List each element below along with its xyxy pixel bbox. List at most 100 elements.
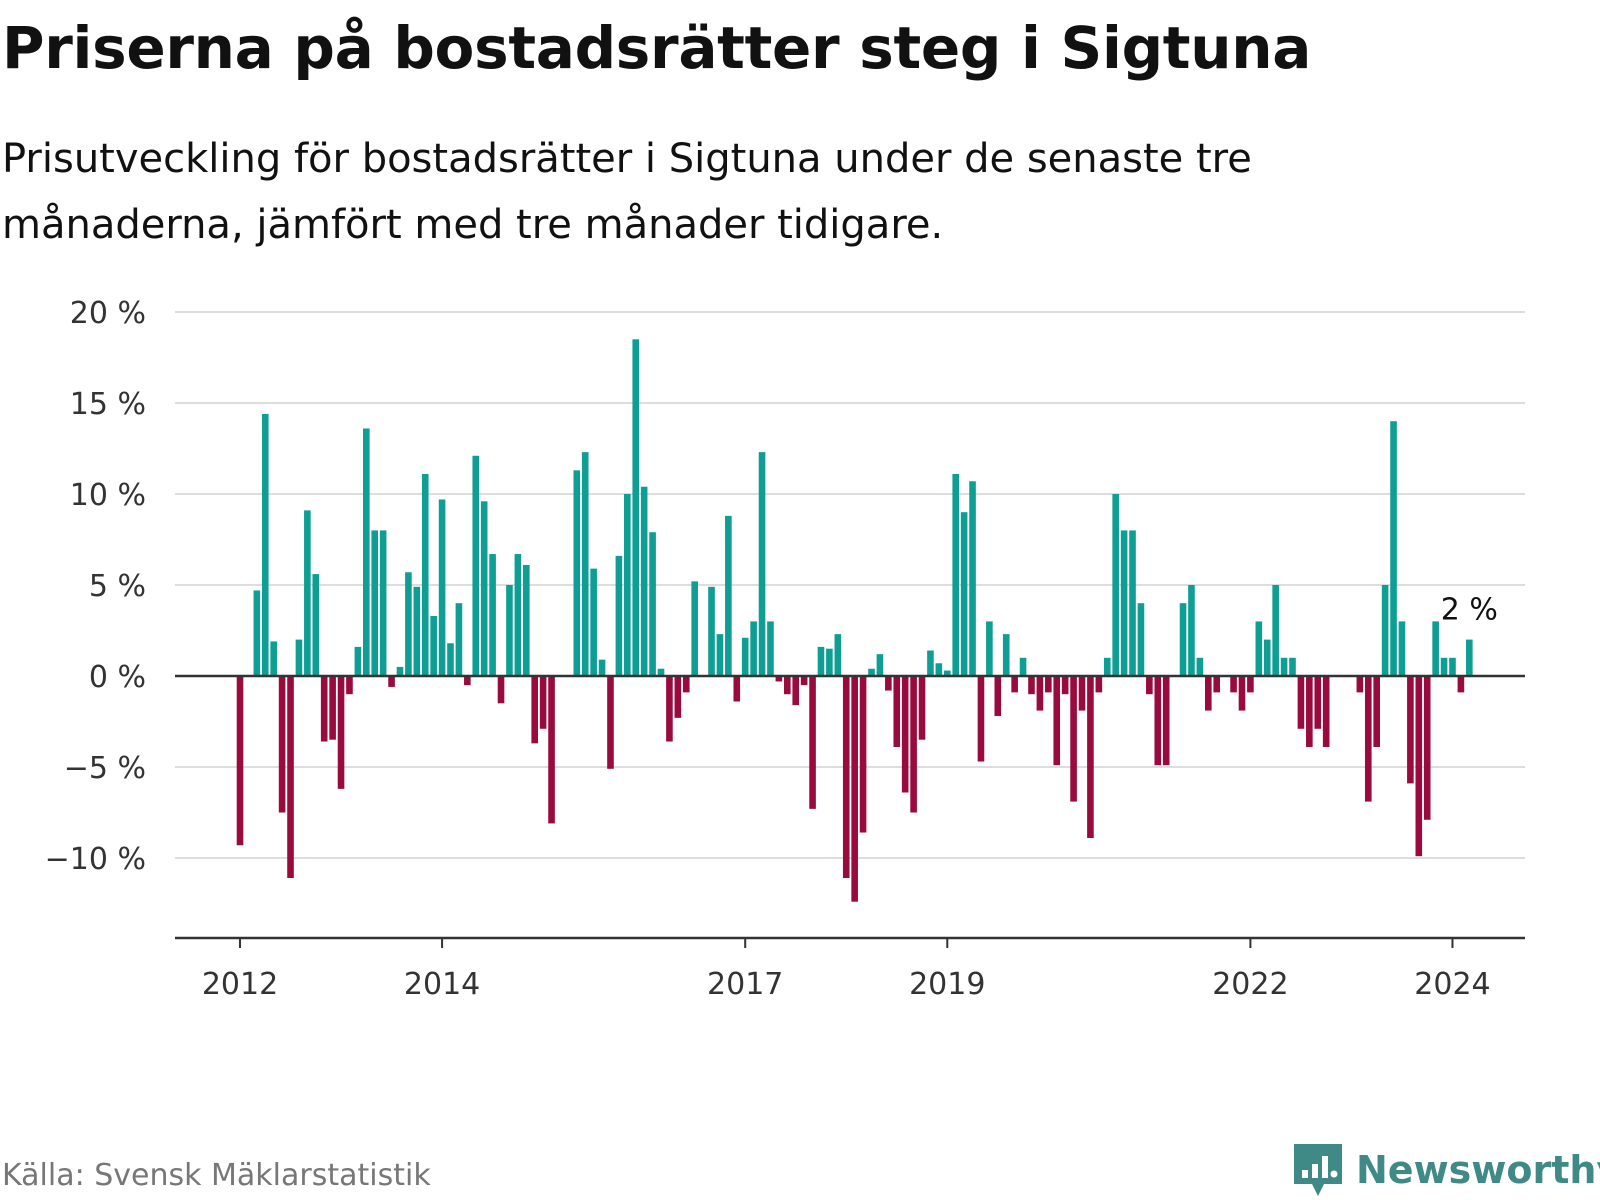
bar	[943, 670, 951, 676]
bar	[1322, 676, 1330, 747]
bar	[960, 512, 968, 676]
bar	[363, 428, 370, 676]
bar	[421, 473, 429, 676]
bar	[859, 676, 867, 833]
bar	[615, 555, 623, 676]
bar	[977, 676, 985, 762]
bar	[590, 568, 597, 676]
y-tick-label: −5 %	[64, 751, 146, 786]
bar	[1314, 676, 1322, 729]
bar	[1011, 676, 1018, 693]
bar	[1230, 676, 1237, 693]
bar	[1087, 676, 1094, 838]
bar	[682, 676, 690, 693]
x-tick-label: 2017	[707, 967, 783, 1002]
bar	[674, 676, 682, 718]
y-tick-label: 0 %	[89, 660, 146, 695]
bar	[287, 676, 294, 879]
chart-subtitle: Prisutveckling för bostadsrätter i Sigtu…	[2, 136, 1252, 248]
bar	[901, 676, 909, 793]
x-tick-label: 2014	[404, 967, 480, 1002]
bar	[716, 634, 724, 676]
bar	[994, 676, 1002, 717]
bar	[1440, 657, 1448, 676]
bar	[691, 581, 698, 676]
bar	[1045, 676, 1052, 693]
bar	[1095, 676, 1103, 693]
bar	[1247, 676, 1254, 693]
bar	[531, 676, 538, 744]
bar	[842, 676, 850, 879]
bar	[480, 501, 488, 676]
bar	[371, 530, 379, 676]
bar	[952, 473, 959, 676]
bar	[1289, 657, 1296, 676]
bar	[1188, 585, 1195, 676]
bar	[1213, 676, 1221, 693]
bar	[767, 621, 774, 676]
bar	[657, 668, 665, 676]
y-tick-label: 5 %	[89, 569, 146, 604]
bar	[438, 499, 446, 676]
x-axis-ticks: 2012 2014 2017 2019 2022 2024	[202, 938, 1491, 1002]
x-tick-label: 2019	[909, 967, 985, 1002]
bar	[708, 586, 715, 676]
bar	[1061, 676, 1069, 695]
bar	[270, 641, 277, 676]
bar	[573, 470, 581, 676]
bar	[893, 676, 901, 747]
bar	[986, 621, 993, 676]
bar	[826, 648, 833, 676]
bar	[741, 637, 749, 676]
bar	[1356, 676, 1364, 693]
bar	[1196, 657, 1204, 676]
bar	[1154, 676, 1162, 766]
bar	[918, 676, 926, 740]
bar	[396, 666, 404, 676]
bar	[304, 510, 311, 676]
bar	[775, 676, 783, 682]
bar	[969, 481, 976, 676]
bar	[1364, 676, 1372, 802]
bar	[1120, 530, 1128, 676]
bar	[236, 676, 244, 846]
bar	[1306, 676, 1313, 747]
bar	[430, 615, 437, 676]
bar	[1255, 621, 1263, 676]
bar	[1179, 603, 1187, 676]
y-tick-label: 15 %	[70, 387, 146, 422]
bar	[346, 676, 353, 695]
y-tick-label: 10 %	[70, 478, 146, 513]
bar	[1028, 676, 1035, 695]
bar	[809, 676, 816, 809]
bar	[514, 554, 522, 676]
bar	[1103, 657, 1111, 676]
bar	[1407, 676, 1414, 784]
bar	[935, 663, 943, 676]
bar	[640, 486, 648, 676]
bar	[253, 590, 261, 676]
bar	[1457, 676, 1465, 693]
bar	[817, 646, 825, 676]
bar	[1002, 634, 1010, 676]
newsworthy-logo: Newsworthy	[1290, 1140, 1600, 1200]
chart-title: Priserna på bostadsrätter steg i Sigtuna	[2, 14, 1312, 82]
bar	[1070, 676, 1077, 802]
bar	[598, 659, 606, 676]
bar	[354, 646, 362, 676]
bar	[1129, 530, 1136, 676]
bar	[522, 564, 530, 676]
bar	[1078, 676, 1086, 711]
bar	[261, 413, 269, 676]
x-tick-label: 2022	[1212, 967, 1288, 1002]
bar	[1036, 676, 1044, 711]
bar	[792, 676, 800, 706]
bar	[464, 676, 471, 686]
bar	[800, 676, 808, 686]
bar	[405, 572, 412, 676]
bar	[337, 676, 345, 789]
bar	[725, 515, 732, 676]
bar	[834, 634, 842, 676]
source-note: Källa: Svensk Mäklarstatistik	[2, 1158, 431, 1193]
bar	[1297, 676, 1305, 729]
